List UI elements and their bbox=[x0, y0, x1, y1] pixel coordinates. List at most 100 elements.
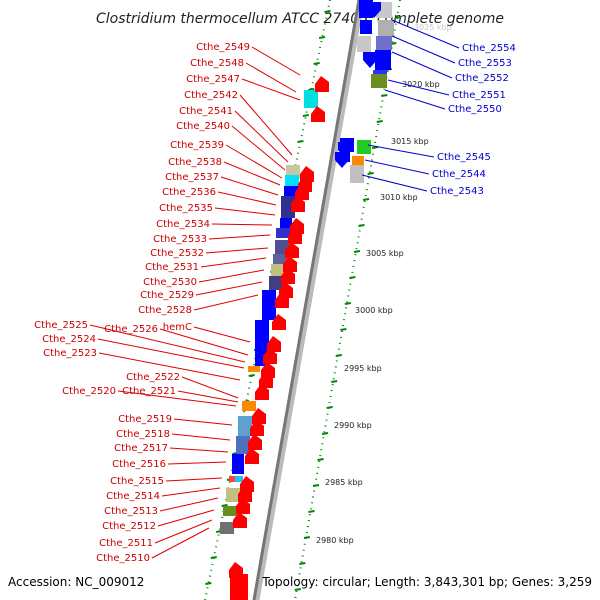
gene-label: Cthe_2528 bbox=[138, 305, 192, 316]
forward-gene-arrow bbox=[272, 314, 286, 330]
forward-gene-arrow bbox=[259, 372, 273, 388]
gene-box bbox=[371, 74, 387, 88]
gene-label: Cthe_2514 bbox=[106, 491, 160, 502]
outer-tick bbox=[349, 276, 356, 279]
gene-box bbox=[378, 20, 394, 36]
gene-box bbox=[304, 90, 318, 108]
leader-line bbox=[211, 223, 273, 226]
leader-line bbox=[198, 269, 265, 283]
forward-gene-arrow bbox=[311, 106, 325, 122]
tick-label: 2995 kbp bbox=[344, 364, 382, 373]
leader-line bbox=[167, 461, 227, 465]
outer-tick bbox=[358, 224, 365, 227]
gene-label: Cthe_2519 bbox=[118, 414, 172, 425]
gene-box bbox=[280, 218, 292, 228]
outer-tick bbox=[308, 510, 315, 513]
gene-box bbox=[350, 165, 364, 183]
leader-line bbox=[98, 352, 241, 381]
inner-tick bbox=[205, 582, 212, 585]
inner-tick bbox=[297, 140, 304, 143]
map-title: Clostridium thermocellum ATCC 27405, com… bbox=[96, 11, 504, 27]
gene-label: Cthe_2511 bbox=[99, 538, 153, 549]
leader-line bbox=[231, 125, 286, 171]
gene-label: Cthe_2547 bbox=[186, 74, 240, 85]
leader-line bbox=[89, 324, 246, 363]
gene-label: Cthe_2521 bbox=[122, 386, 176, 397]
inner-tick bbox=[318, 36, 326, 39]
gene-label: Cthe_2517 bbox=[114, 443, 168, 454]
reverse-gene-arrow bbox=[335, 152, 349, 168]
gene-box bbox=[232, 454, 244, 474]
leader-line bbox=[159, 497, 219, 512]
leader-line bbox=[193, 294, 259, 311]
forward-gene-arrow bbox=[255, 384, 269, 400]
gene-label: Cthe_2543 bbox=[430, 186, 484, 197]
gene-label: Cthe_2542 bbox=[184, 90, 238, 101]
gene-box bbox=[248, 366, 260, 372]
gene-label: Cthe_2552 bbox=[455, 73, 509, 84]
gene-box bbox=[242, 401, 256, 411]
gene-label: Cthe_2550 bbox=[448, 104, 502, 115]
gene-label: Cthe_2522 bbox=[126, 372, 180, 383]
gene-box bbox=[360, 20, 372, 34]
forward-gene-arrow bbox=[291, 196, 305, 212]
outer-tick bbox=[317, 458, 324, 461]
inner-tick bbox=[313, 62, 320, 65]
gene-label: Cthe_2510 bbox=[96, 553, 150, 564]
leader-line bbox=[151, 527, 210, 559]
gene-box bbox=[229, 476, 235, 482]
forward-gene-arrow bbox=[267, 336, 281, 352]
gene-label: Cthe_2524 bbox=[42, 334, 96, 345]
gene-label: Cthe_2540 bbox=[176, 121, 230, 132]
leader-line bbox=[239, 94, 293, 156]
outer-tick bbox=[353, 250, 361, 253]
tick-label: 3010 kbp bbox=[380, 193, 418, 202]
gene-label: Cthe_2548 bbox=[190, 58, 244, 69]
leader-line bbox=[391, 35, 456, 64]
leader-line bbox=[245, 62, 297, 93]
leader-line bbox=[251, 46, 301, 76]
leader-line bbox=[220, 176, 279, 196]
gene-box bbox=[262, 290, 276, 320]
gene-label: Cthe_2531 bbox=[145, 262, 199, 273]
gene-label: Cthe_2520 bbox=[62, 386, 116, 397]
forward-gene-arrow bbox=[238, 486, 252, 502]
gene-label: Cthe_2553 bbox=[458, 58, 512, 69]
forward-gene-arrow bbox=[288, 228, 302, 244]
tick-label: 3020 kbp bbox=[402, 80, 440, 89]
forward-gene-box bbox=[230, 574, 248, 600]
leader-line bbox=[169, 447, 229, 453]
gene-track bbox=[220, 0, 394, 600]
reverse-gene-arrow bbox=[363, 52, 377, 68]
gene-box bbox=[281, 196, 295, 218]
inner-tick bbox=[210, 556, 217, 559]
gene-label: hemC bbox=[163, 322, 192, 333]
forward-gene-arrow bbox=[252, 408, 266, 424]
backbone-shadow bbox=[252, 0, 365, 600]
tick-label: 2985 kbp bbox=[325, 478, 363, 487]
forward-gene-arrow bbox=[275, 292, 289, 308]
tick-label: 2980 kbp bbox=[316, 536, 354, 545]
gene-box bbox=[376, 36, 392, 50]
gene-label: Cthe_2532 bbox=[150, 248, 204, 259]
leader-line bbox=[161, 487, 221, 497]
gene-label: Cthe_2533 bbox=[153, 234, 207, 245]
forward-gene-arrow bbox=[250, 420, 264, 436]
inner-tick bbox=[308, 88, 315, 91]
outer-tick bbox=[344, 302, 352, 305]
gene-box bbox=[285, 175, 299, 187]
forward-gene-arrow bbox=[281, 268, 295, 284]
leader-line bbox=[157, 509, 215, 527]
leader-line bbox=[367, 144, 435, 158]
forward-gene-arrow bbox=[263, 348, 277, 364]
gene-label: Cthe_2544 bbox=[432, 169, 486, 180]
forward-gene-arrow bbox=[283, 256, 297, 272]
outer-tick bbox=[381, 94, 388, 97]
leader-line bbox=[391, 51, 453, 79]
outer-tick bbox=[312, 484, 320, 487]
tick-label-faint: 3025 kbp bbox=[414, 23, 452, 32]
outer-tick bbox=[367, 172, 374, 175]
gene-label: Cthe_2545 bbox=[437, 152, 491, 163]
leader-line bbox=[225, 144, 283, 179]
